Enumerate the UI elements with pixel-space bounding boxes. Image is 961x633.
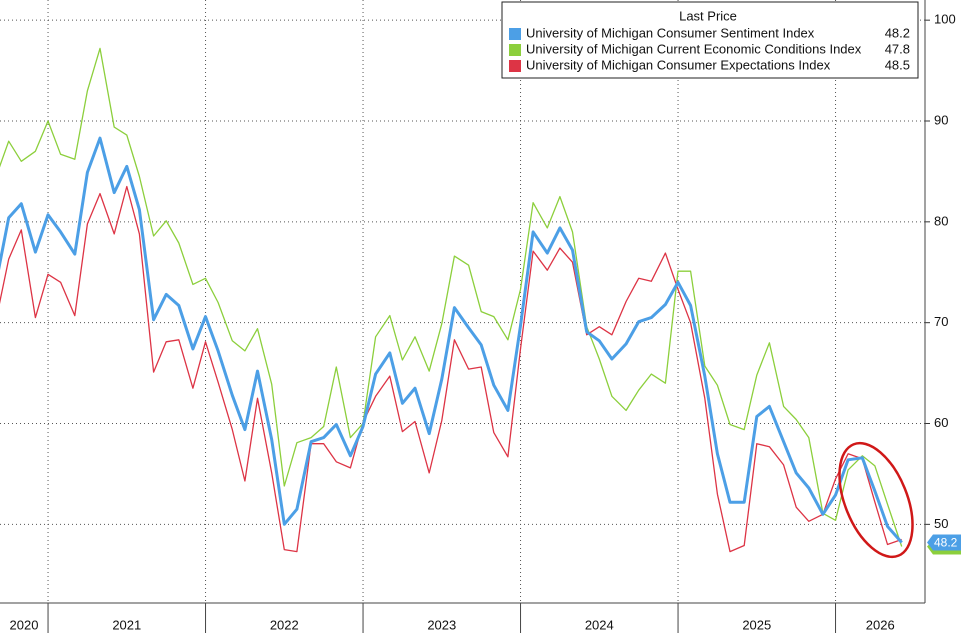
y-tick-label: 80 <box>934 213 948 228</box>
y-tick-label: 70 <box>934 314 948 329</box>
legend: Last Price University of Michigan Consum… <box>501 1 919 79</box>
last-value-label: 48.2 <box>934 536 958 550</box>
highlight-ellipse <box>838 441 914 559</box>
series-line <box>0 185 902 553</box>
lines <box>0 47 903 553</box>
x-tick-label: 2023 <box>427 617 456 632</box>
grid <box>0 0 925 603</box>
legend-last-value: 47.8 <box>885 41 910 56</box>
x-tick-label: 2022 <box>270 617 299 632</box>
x-tick-label: 2021 <box>112 617 141 632</box>
legend-last-value: 48.2 <box>885 25 910 40</box>
legend-box <box>501 1 919 79</box>
x-tick-label: 2024 <box>585 617 614 632</box>
x-tick-label: 2025 <box>742 617 771 632</box>
series-line <box>0 47 903 547</box>
legend-title: Last Price <box>679 8 737 23</box>
last-value-tag <box>927 534 961 551</box>
legend-last-value: 48.5 <box>885 57 910 72</box>
legend-label: University of Michigan Consumer Sentimen… <box>526 25 815 40</box>
legend-label: University of Michigan Consumer Expectat… <box>526 57 831 72</box>
y-tick-label: 100 <box>934 12 956 27</box>
x-tick-label: 2026 <box>866 617 895 632</box>
legend-swatch <box>509 44 521 56</box>
y-tick-label: 90 <box>934 112 948 127</box>
legend-swatch <box>509 28 521 40</box>
legend-swatch <box>509 60 521 72</box>
y-tick-label: 50 <box>934 516 948 531</box>
legend-label: University of Michigan Current Economic … <box>526 41 862 56</box>
y-tick-label: 60 <box>934 415 948 430</box>
series-line <box>0 136 903 544</box>
x-tick-label: 2020 <box>10 617 39 632</box>
